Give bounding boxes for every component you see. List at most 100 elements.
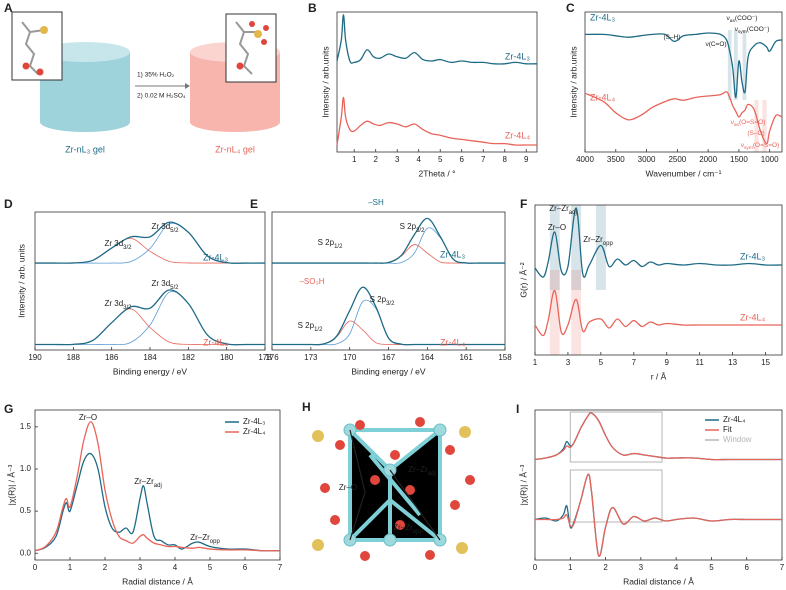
x-axis-label: Binding energy / eV xyxy=(351,366,426,376)
series-line xyxy=(34,289,266,346)
annotation: S 2p1/2 xyxy=(318,238,343,249)
annotation-text: Zr 3d xyxy=(151,279,170,288)
series-line xyxy=(534,473,782,557)
atom xyxy=(254,30,262,38)
x-tick-label: 190 xyxy=(28,353,42,362)
annotation-text: Zr–Zr xyxy=(393,523,413,532)
annotation: Zr 3d5/2 xyxy=(151,279,179,290)
inset xyxy=(11,11,63,81)
series-label: Zr-4L₄ xyxy=(590,92,616,102)
annotation-sub: 1/2 xyxy=(334,244,343,250)
panel-label: I xyxy=(516,402,519,416)
annotation-text: Zr–Zr xyxy=(583,235,603,244)
annotation-sub: 3/2 xyxy=(386,301,395,307)
annotation-text: –SH xyxy=(368,198,384,207)
legend-label: Zr-4L₄ xyxy=(243,427,265,436)
x-tick-label: 1 xyxy=(68,563,73,572)
x-tick-label: 6 xyxy=(744,563,749,572)
panel-label: G xyxy=(4,402,13,416)
annotation-sub: 5/2 xyxy=(170,228,179,234)
annotation-text: S 2p xyxy=(370,295,387,304)
series-line xyxy=(584,32,783,99)
series-label: Zr-4L₃ xyxy=(203,252,229,262)
x-tick-label: 3000 xyxy=(638,155,656,164)
series-line xyxy=(34,421,281,552)
x-tick-label: 4 xyxy=(173,563,178,572)
legend-label: Window xyxy=(723,435,752,444)
x-tick-label: 6 xyxy=(460,155,465,164)
annotation: ν(C=O) xyxy=(705,41,726,48)
x-tick-label: 4 xyxy=(416,155,421,164)
atom xyxy=(263,25,269,31)
annotation-sub: opp xyxy=(210,539,221,545)
annotation-text: Zr 3d xyxy=(104,299,123,308)
y-tick-label: 0.0 xyxy=(20,548,32,557)
annotation: (S–O) xyxy=(747,130,764,137)
x-tick-label: 4000 xyxy=(576,155,594,164)
sulfurs xyxy=(312,426,471,554)
annotation: Zr 3d5/2 xyxy=(151,222,179,233)
x-tick-label: 158 xyxy=(498,353,512,362)
atom xyxy=(261,39,267,45)
x-tick-label: 161 xyxy=(459,353,473,362)
legend-label: Zr-4L₃ xyxy=(243,417,265,426)
x-tick-label: 0 xyxy=(533,563,538,572)
annotation-sub: 3/2 xyxy=(416,228,425,234)
x-axis-label: Binding energy / eV xyxy=(113,366,188,376)
legend-label: Zr-4L₄ xyxy=(723,415,745,424)
annotation-text: S 2p xyxy=(298,321,315,330)
x-tick-label: 3 xyxy=(639,563,644,572)
x-tick-label: 176 xyxy=(265,353,279,362)
highlight-band xyxy=(571,270,582,355)
plot-frame xyxy=(34,211,266,351)
series-line xyxy=(272,217,505,264)
annotation: νas(COO⁻) xyxy=(727,15,758,24)
annotation-text: (S–O) xyxy=(747,130,764,137)
panel-label: H xyxy=(302,400,311,414)
y-axis-label: G(r) / Å⁻² xyxy=(518,262,528,297)
annotation: –SH xyxy=(368,198,384,207)
series-line xyxy=(34,221,266,264)
x-tick-label: 2 xyxy=(103,563,108,572)
series-line xyxy=(336,96,537,146)
highlight-band xyxy=(762,100,767,152)
x-tick-label: 4 xyxy=(674,563,679,572)
x-tick-label: 7 xyxy=(780,563,785,572)
x-tick-label: 1 xyxy=(568,563,573,572)
distance-lines xyxy=(349,429,441,541)
annotation: (S–H) xyxy=(664,34,681,41)
highlight-band xyxy=(727,30,732,100)
x-tick-label: 3500 xyxy=(607,155,625,164)
annotation-sub: opp xyxy=(413,529,424,535)
gel-label: Zr-nL₃ gel xyxy=(65,144,105,154)
x-tick-label: 6 xyxy=(243,563,248,572)
panel-label: D xyxy=(4,197,13,211)
series-label: Zr-4L₃ xyxy=(590,12,616,22)
x-tick-label: 15 xyxy=(761,358,770,367)
annotation: Zr–O xyxy=(339,483,357,492)
x-tick-label: 9 xyxy=(524,155,529,164)
component-curve xyxy=(272,244,505,264)
annotation-text: (COO⁻) xyxy=(735,15,758,22)
annotation-text: (COO⁻) xyxy=(747,26,770,33)
series-label: Zr-4L₃ xyxy=(505,51,531,61)
y-axis-label: Intensity / arb.units xyxy=(568,46,578,117)
series-line xyxy=(272,286,505,346)
annotation-text: ν xyxy=(727,15,730,22)
annotation: Zr–Zradj xyxy=(134,477,162,488)
x-tick-label: 9 xyxy=(665,358,670,367)
x-tick-label: 0 xyxy=(33,563,38,572)
legend-label: Fit xyxy=(723,425,733,434)
annotation-sub: as xyxy=(734,123,740,128)
annotation: S 2p3/2 xyxy=(370,295,395,306)
x-tick-label: 11 xyxy=(696,358,705,367)
atom xyxy=(40,26,48,34)
annotation-text: Zr 3d xyxy=(151,222,170,231)
annotation-sub: adj xyxy=(154,483,162,489)
x-tick-label: 180 xyxy=(220,353,234,362)
annotation-text: ν(C=O) xyxy=(705,41,726,48)
x-tick-label: 7 xyxy=(481,155,486,164)
series-line xyxy=(584,91,783,145)
x-tick-label: 7 xyxy=(632,358,637,367)
